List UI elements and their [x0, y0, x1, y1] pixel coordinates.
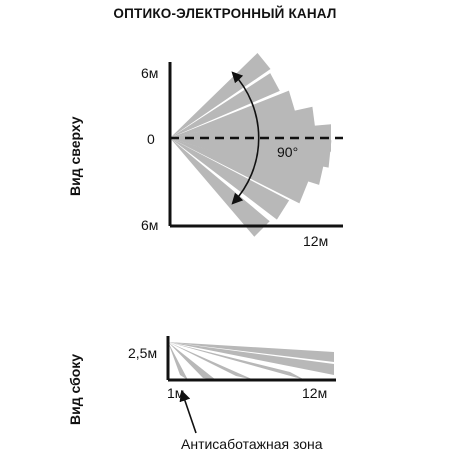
side-view-beam-fan — [168, 342, 334, 380]
y-label-bottom: 6м — [141, 217, 158, 233]
top-beam-wedge — [170, 53, 271, 138]
top-view-label: Вид сверху — [67, 116, 83, 196]
side-beam-wedge — [168, 342, 334, 375]
side-beam-wedge — [168, 342, 305, 380]
top-beam-wedge — [170, 138, 325, 185]
antisabotage-label: Антисаботажная зона — [181, 436, 323, 450]
top-view-beam-fan — [170, 53, 332, 237]
top-beam-wedge — [170, 73, 280, 138]
side-view-label: Вид сбоку — [67, 354, 83, 425]
top-view: Вид сверху 6м 0 6м 12м 90° — [67, 53, 343, 249]
antisabotage-pointer-arrow — [179, 389, 197, 434]
side-beam-wedge — [168, 342, 188, 380]
side-height-label: 2,5м — [128, 345, 157, 361]
side-beam-wedge — [168, 342, 254, 380]
top-beam-wedge — [170, 138, 270, 237]
y-label-top: 6м — [141, 65, 158, 81]
y-label-zero: 0 — [147, 131, 155, 147]
side-x-start-label: 1м — [167, 385, 184, 401]
angle-arc-arrow — [231, 71, 260, 205]
side-view: Вид сбоку 2,5м 1м 12м Антисаботажная зон… — [67, 336, 336, 450]
diagram-title: ОПТИКО-ЭЛЕКТРОННЫЙ КАНАЛ — [113, 6, 337, 21]
top-beam-wedge — [170, 138, 290, 220]
angle-label: 90° — [277, 144, 298, 160]
side-x-end-label: 12м — [302, 385, 327, 401]
x-label-end: 12м — [303, 233, 328, 249]
side-beam-wedge — [168, 342, 334, 362]
side-beam-wedge — [168, 342, 216, 380]
